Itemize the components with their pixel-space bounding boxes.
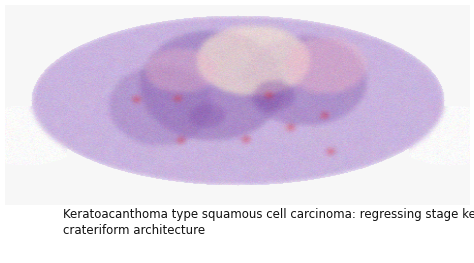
Text: crateriform architecture: crateriform architecture — [63, 224, 205, 237]
Text: Keratoacanthoma type squamous cell carcinoma: regressing stage keratoacanthoma w: Keratoacanthoma type squamous cell carci… — [63, 208, 474, 221]
